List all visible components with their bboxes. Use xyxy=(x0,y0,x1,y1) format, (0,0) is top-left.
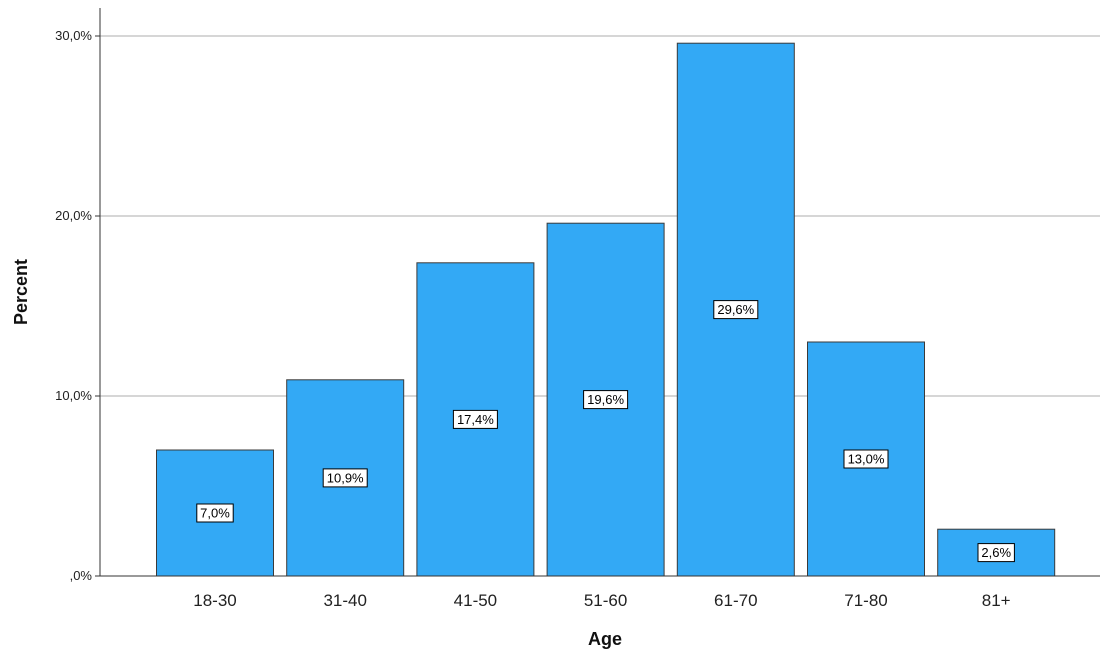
data-labels: 7,0% 10,9% 17,4% 19,6% 29,6% 13,0% 2,6% xyxy=(196,300,1015,563)
x-tick-label: 41-50 xyxy=(454,591,497,610)
x-tick-label: 61-70 xyxy=(714,591,757,610)
data-label: 17,4% xyxy=(457,412,494,427)
data-label: 7,0% xyxy=(200,506,230,521)
data-label-box xyxy=(452,409,498,429)
y-tick-label: 20,0% xyxy=(55,208,92,223)
data-label-box xyxy=(322,468,368,488)
x-tick-label: 51-60 xyxy=(584,591,627,610)
x-axis-title: Age xyxy=(588,629,622,649)
y-tick-label: ,0% xyxy=(70,568,93,583)
data-label-box xyxy=(196,503,234,523)
data-label: 10,9% xyxy=(327,470,364,485)
data-label: 2,6% xyxy=(981,545,1011,560)
axes xyxy=(99,8,1100,577)
y-axis-title: Percent xyxy=(11,259,31,325)
data-label-box xyxy=(713,300,759,320)
data-label: 29,6% xyxy=(717,302,754,317)
y-tick-label: 10,0% xyxy=(55,388,92,403)
x-tick-label: 18-30 xyxy=(193,591,236,610)
x-tick-label: 81+ xyxy=(982,591,1011,610)
data-label-box xyxy=(977,543,1015,563)
y-tick-labels: ,0% 10,0% 20,0% 30,0% xyxy=(55,28,100,583)
bars xyxy=(156,42,1056,577)
x-tick-label: 71-80 xyxy=(844,591,887,610)
data-label: 19,6% xyxy=(587,392,624,407)
y-tick-label: 30,0% xyxy=(55,28,92,43)
data-label-box xyxy=(843,449,889,469)
x-tick-label: 31-40 xyxy=(323,591,366,610)
data-label-box xyxy=(583,390,629,410)
x-tick-labels: 18-30 31-40 41-50 51-60 61-70 71-80 81+ xyxy=(193,591,1010,610)
data-label: 13,0% xyxy=(848,452,885,467)
